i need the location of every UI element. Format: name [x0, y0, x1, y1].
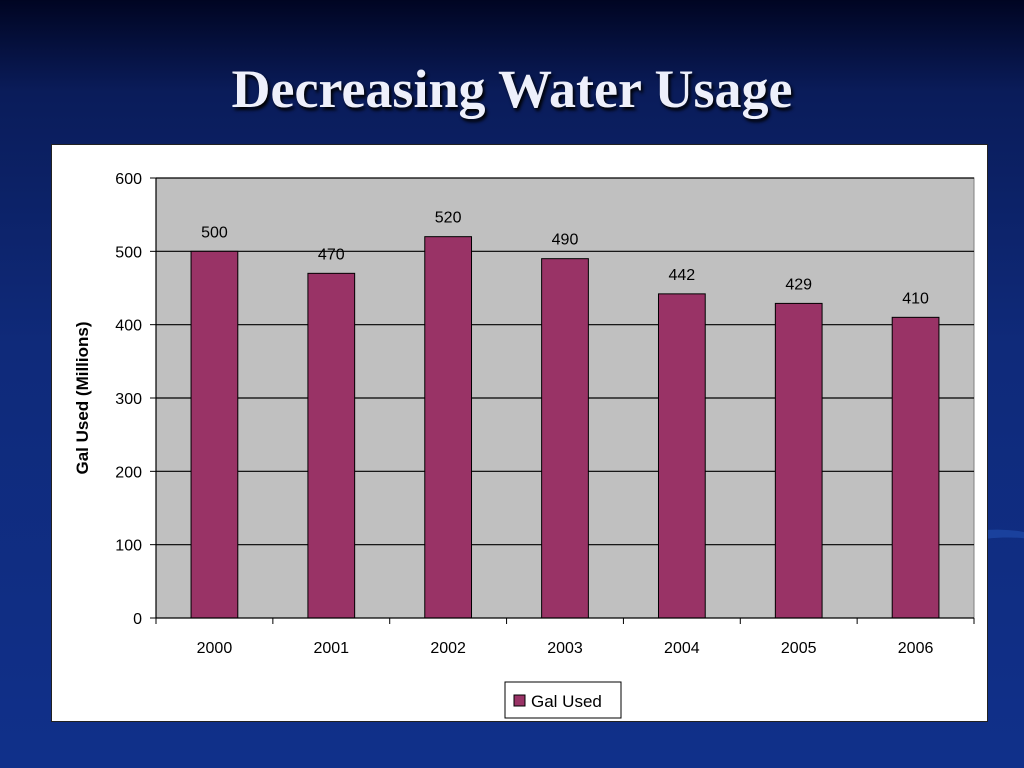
data-label-2001: 470 — [318, 246, 345, 263]
bar-2006 — [891, 316, 940, 619]
bar-2004 — [657, 293, 706, 619]
x-tick-label: 2002 — [430, 640, 466, 657]
bars — [190, 236, 940, 619]
x-tick-labels: 2000 2001 2002 2003 2004 2005 2006 — [197, 640, 934, 657]
bar-2000 — [190, 250, 239, 619]
axes — [150, 177, 975, 624]
data-label-2006: 410 — [902, 290, 929, 307]
legend-label: Gal Used — [531, 692, 602, 711]
x-tick-label: 2005 — [781, 640, 817, 657]
x-tick-label: 2001 — [313, 640, 349, 657]
x-tick-label: 2000 — [197, 640, 233, 657]
legend[interactable]: Gal Used — [504, 681, 622, 719]
y-tick-label: 0 — [133, 611, 142, 628]
x-tick-label: 2006 — [898, 640, 934, 657]
x-tick-label: 2003 — [547, 640, 583, 657]
data-labels: 500 470 520 490 442 429 410 — [201, 210, 929, 308]
legend-swatch — [513, 694, 526, 707]
y-tick-labels: 0 100 200 300 400 500 600 — [115, 171, 142, 628]
bar-2005 — [774, 302, 823, 619]
bar-chart: 500 470 520 490 442 429 410 0 100 200 300 400 500 60… — [73, 171, 975, 719]
chart-panel: 500 470 520 490 442 429 410 0 100 200 300 400 500 60… — [51, 144, 988, 722]
gridlines — [156, 177, 974, 546]
y-tick-label: 300 — [115, 391, 142, 408]
y-tick-label: 200 — [115, 464, 142, 481]
y-axis-label: Gal Used (Millions) — [73, 321, 92, 474]
y-tick-label: 100 — [115, 538, 142, 555]
bar-2002 — [424, 236, 473, 619]
y-tick-label: 400 — [115, 318, 142, 335]
data-label-2002: 520 — [435, 210, 462, 227]
y-tick-label: 600 — [115, 171, 142, 188]
data-label-2003: 490 — [552, 232, 579, 249]
bar-2001 — [307, 272, 356, 619]
data-label-2000: 500 — [201, 224, 228, 241]
y-tick-label: 500 — [115, 244, 142, 261]
bar-2003 — [541, 258, 589, 619]
x-tick-label: 2004 — [664, 640, 700, 657]
data-label-2004: 442 — [669, 267, 696, 284]
slide-title: Decreasing Water Usage — [231, 59, 793, 119]
data-label-2005: 429 — [785, 276, 812, 293]
